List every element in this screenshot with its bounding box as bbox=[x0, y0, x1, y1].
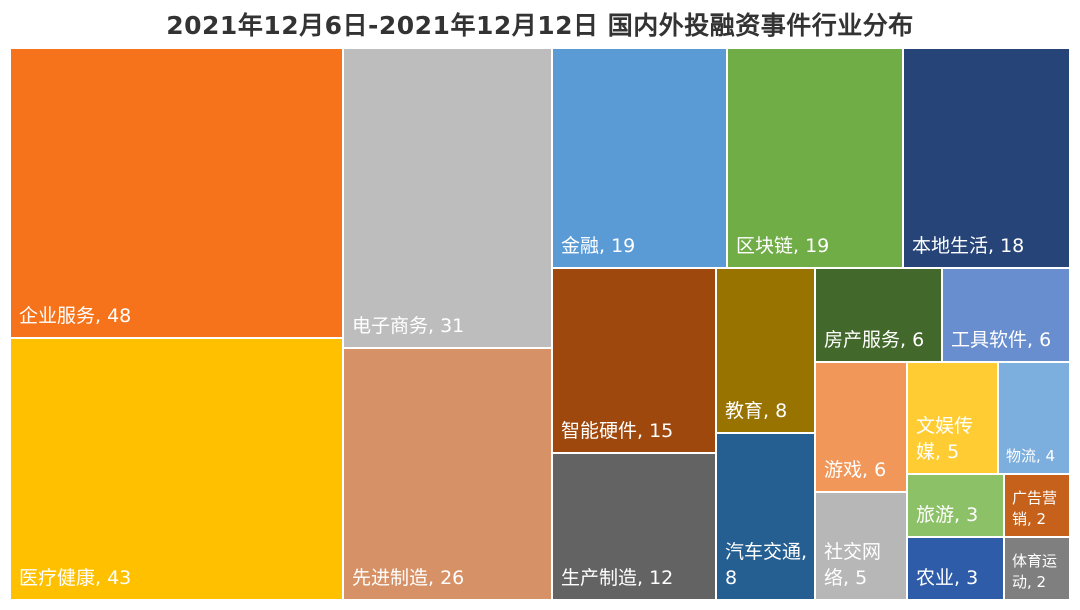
treemap-tile-label: 工具软件, 6 bbox=[951, 329, 1052, 351]
treemap-tile-label: 社交网络, 5 bbox=[824, 541, 882, 589]
treemap-tile-label: 教育, 8 bbox=[725, 400, 788, 422]
treemap-tile-10: 汽车交通, 8 bbox=[716, 433, 815, 600]
treemap-tile-2: 电子商务, 31 bbox=[343, 48, 552, 348]
treemap-tile-18: 农业, 3 bbox=[907, 537, 1004, 600]
treemap-tile-5: 区块链, 19 bbox=[727, 48, 903, 268]
treemap-tile-label: 区块链, 19 bbox=[736, 235, 830, 257]
treemap-tile-label: 广告营销, 2 bbox=[1012, 489, 1058, 528]
treemap-tile-15: 文娱传媒, 5 bbox=[907, 362, 998, 474]
treemap-tile-14: 社交网络, 5 bbox=[815, 492, 907, 600]
treemap-tile-12: 工具软件, 6 bbox=[942, 268, 1070, 362]
treemap-tile-11: 房产服务, 6 bbox=[815, 268, 942, 362]
treemap-tile-9: 教育, 8 bbox=[716, 268, 815, 433]
treemap-tile-label: 物流, 4 bbox=[1006, 447, 1056, 465]
treemap-tile-19: 广告营销, 2 bbox=[1004, 474, 1070, 537]
treemap-tile-label: 智能硬件, 15 bbox=[561, 420, 674, 442]
treemap-tile-label: 本地生活, 18 bbox=[912, 235, 1025, 257]
treemap-tile-20: 体育运动, 2 bbox=[1004, 537, 1070, 600]
treemap-tile-label: 金融, 19 bbox=[561, 235, 636, 257]
treemap-tile-label: 旅游, 3 bbox=[916, 504, 979, 526]
treemap-tile-label: 汽车交通, 8 bbox=[725, 541, 808, 589]
treemap-tile-16: 物流, 4 bbox=[998, 362, 1070, 474]
treemap-tile-label: 文娱传媒, 5 bbox=[916, 415, 974, 463]
treemap-tile-label: 农业, 3 bbox=[916, 567, 979, 589]
treemap-tile-17: 旅游, 3 bbox=[907, 474, 1004, 537]
treemap-tile-7: 智能硬件, 15 bbox=[552, 268, 716, 453]
treemap-tile-0: 企业服务, 48 bbox=[10, 48, 343, 338]
treemap-tile-8: 生产制造, 12 bbox=[552, 453, 716, 600]
treemap-tile-4: 金融, 19 bbox=[552, 48, 727, 268]
treemap-tile-label: 医疗健康, 43 bbox=[19, 567, 132, 589]
treemap-tile-label: 电子商务, 31 bbox=[352, 315, 465, 337]
treemap-tile-label: 游戏, 6 bbox=[824, 459, 887, 481]
treemap-tile-13: 游戏, 6 bbox=[815, 362, 907, 492]
treemap-tile-label: 生产制造, 12 bbox=[561, 567, 674, 589]
treemap-tile-label: 先进制造, 26 bbox=[352, 567, 465, 589]
treemap-tile-3: 先进制造, 26 bbox=[343, 348, 552, 600]
treemap-tile-label: 企业服务, 48 bbox=[19, 305, 132, 327]
treemap-tile-1: 医疗健康, 43 bbox=[10, 338, 343, 600]
chart-title: 2021年12月6日-2021年12月12日 国内外投融资事件行业分布 bbox=[166, 11, 914, 40]
treemap-tile-6: 本地生活, 18 bbox=[903, 48, 1070, 268]
treemap-tile-label: 体育运动, 2 bbox=[1012, 552, 1058, 591]
treemap-tile-label: 房产服务, 6 bbox=[824, 329, 925, 351]
